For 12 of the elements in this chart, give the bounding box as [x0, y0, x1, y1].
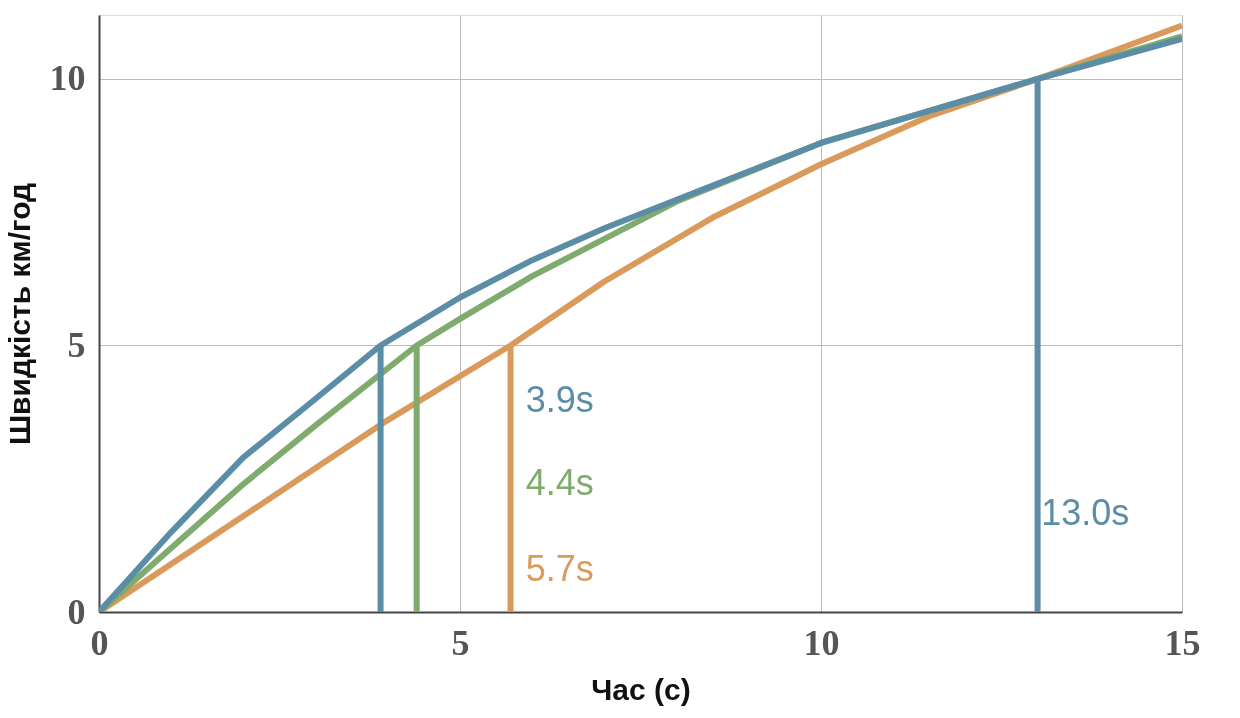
annotation: 3.9s: [525, 379, 594, 421]
annotation: 13.0s: [1041, 492, 1130, 534]
x-axis-title: Час (с): [591, 672, 691, 706]
y-tick-label: 0: [67, 591, 86, 632]
y-tick-label: 5: [67, 324, 86, 365]
y-tick-label: 10: [49, 58, 86, 99]
y-axis-title: Швидкість км/год: [2, 182, 36, 446]
x-tick-label: 15: [1164, 622, 1201, 663]
annotation: 4.4s: [525, 462, 594, 504]
x-tick-label: 5: [451, 622, 470, 663]
annotation: 5.7s: [525, 548, 594, 590]
x-tick-label: 10: [803, 622, 840, 663]
